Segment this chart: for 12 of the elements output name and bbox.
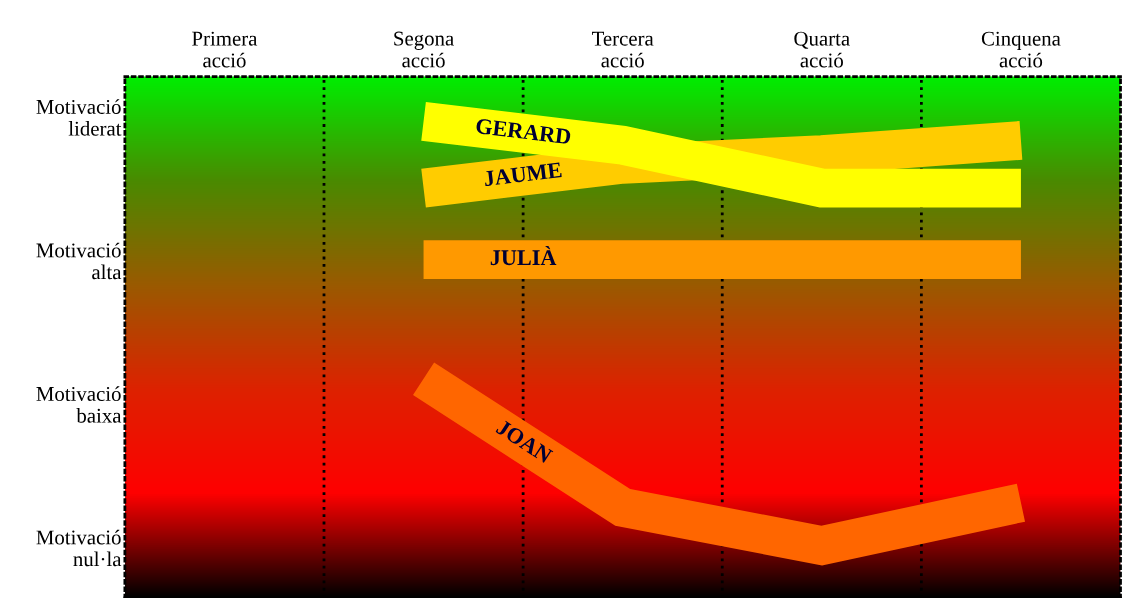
text: JAUME: [483, 162, 562, 187]
x-tick-label: Cinquena acció: [981, 31, 1061, 68]
text: Motivació nul·la: [36, 529, 122, 567]
text: Motivació baixa: [36, 386, 122, 423]
text: Motivació liderat: [36, 99, 122, 136]
text: Motivació alta: [36, 242, 122, 280]
series-label: JULIÀ: [490, 245, 557, 266]
x-tick-label: Segona acció: [394, 31, 454, 68]
x-tick-label: Primera acció: [192, 31, 258, 68]
text: GERARD: [475, 118, 571, 145]
x-tick-label: Tercera acció: [592, 31, 654, 68]
x-tick-label: Quarta acció: [794, 31, 850, 68]
